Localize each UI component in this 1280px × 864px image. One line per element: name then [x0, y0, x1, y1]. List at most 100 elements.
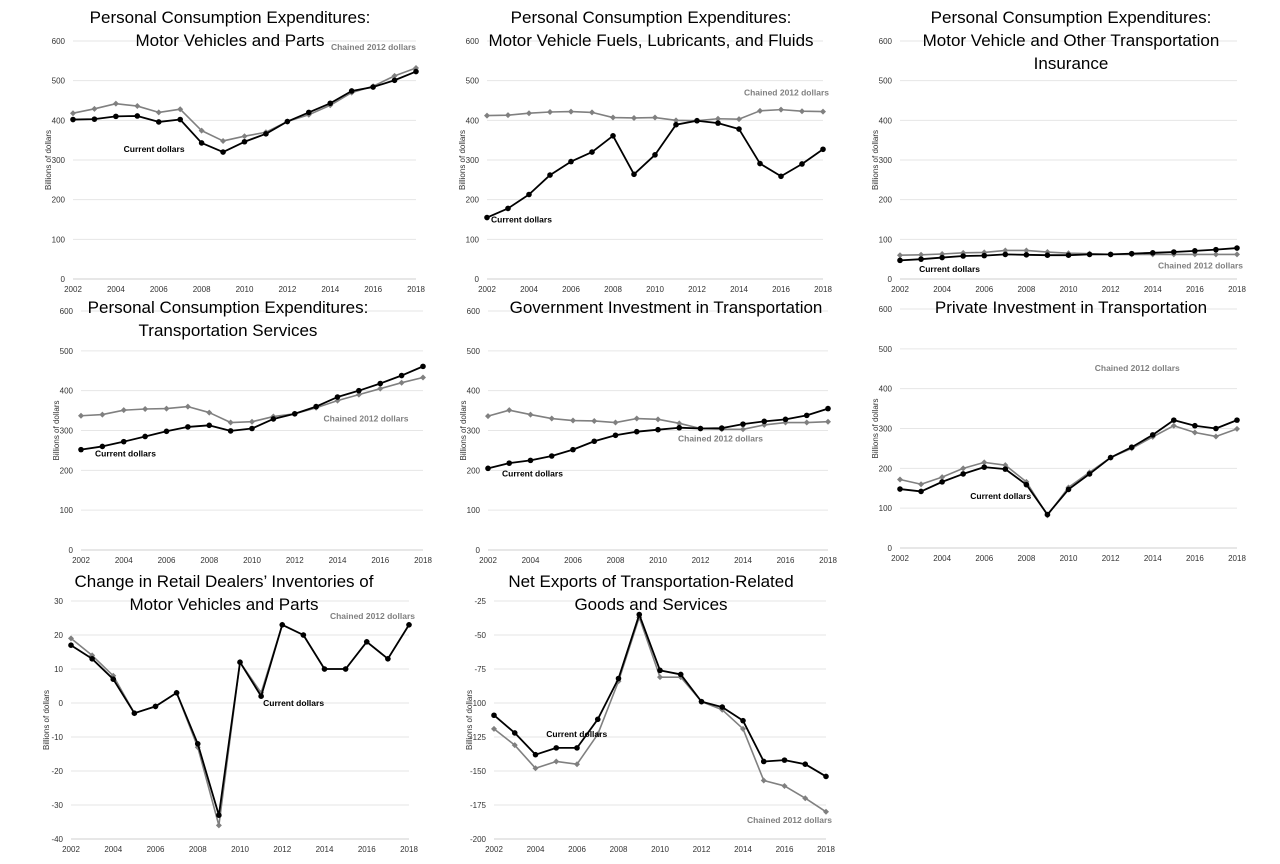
data-point-chained [78, 412, 84, 419]
y-tick-label: 0 [476, 546, 481, 555]
series-line-current [70, 623, 410, 817]
y-tick-label: 0 [888, 275, 893, 284]
data-point-current [548, 453, 555, 459]
chart-svg: 0 100 200 300 400 500 600 2002 2004 2006 2008 2010 2… [871, 305, 1246, 563]
y-tick-label: 500 [879, 345, 893, 354]
x-tick-label: 2014 [730, 285, 748, 294]
data-point-current [1107, 251, 1114, 258]
data-point-chained [491, 725, 497, 732]
y-tick-label: -175 [470, 801, 487, 810]
data-point-current [131, 710, 138, 716]
x-tick-label: 2012 [273, 845, 291, 854]
x-tick-label: 2004 [104, 845, 122, 854]
y-tick-label: 30 [54, 597, 63, 606]
series-label-current: Current dollars [546, 729, 607, 739]
data-point-chained [548, 415, 555, 422]
data-point-current [823, 773, 829, 780]
data-point-chained [825, 418, 831, 425]
data-point-current [761, 418, 768, 425]
data-point-chained [420, 374, 426, 381]
y-tick-label: 500 [879, 77, 893, 86]
chart-title-line: Personal Consumption Expenditures: [930, 8, 1212, 27]
chart-title-line: Motor Vehicle and Other Transportation [922, 31, 1220, 50]
x-tick-label: 2008 [189, 845, 207, 854]
data-point-current [313, 403, 319, 410]
x-tick-label: 2008 [1017, 554, 1035, 563]
series-line-current [899, 419, 1238, 516]
data-point-current [173, 690, 180, 696]
data-point-current [370, 84, 376, 90]
chart-panel-net-exports: -200 -175 -150 -125 -100 -75 -50 -25 2002 2004 200… [441, 564, 861, 854]
series-label-current: Current dollars [124, 144, 185, 154]
chart-title-line: Government Investment in Transportation [509, 298, 823, 317]
data-point-chained [89, 652, 96, 659]
data-point-current [1023, 252, 1030, 258]
chart-title-line: Net Exports of Transportation-Related [508, 572, 794, 591]
y-tick-label: 100 [467, 506, 481, 515]
chart-title: Government Investment in Transportation [456, 296, 876, 319]
data-point-current [1234, 417, 1240, 423]
series-line-chained [899, 424, 1238, 517]
data-point-chained [206, 409, 213, 416]
series-line-chained [70, 623, 410, 827]
y-tick-label: 100 [52, 235, 66, 244]
data-point-current [740, 717, 746, 724]
y-tick-label: 10 [54, 665, 63, 674]
data-point-chained [177, 106, 184, 113]
chart-title: Private Investment in Transportation [861, 296, 1280, 319]
data-point-chained [391, 72, 398, 79]
data-point-current [68, 642, 74, 648]
x-tick-label: 2006 [568, 845, 586, 854]
data-point-current [99, 443, 106, 450]
data-point-chained [532, 765, 539, 772]
chart-title-line: Change in Retail Dealers’ Inventories of [74, 572, 374, 591]
chart-title-line: Personal Consumption Expenditures: [89, 8, 371, 27]
data-point-current [677, 671, 684, 678]
data-point-current [385, 656, 391, 662]
series-label-chained: Chained 2012 dollars [1158, 260, 1243, 270]
data-point-current [1086, 471, 1093, 477]
chart-svg: 0 100 200 300 400 500 600 2002 2004 2006 2008 2010 2… [459, 307, 837, 565]
data-point-chained [568, 108, 574, 115]
y-axis-label: Billions of dollars [458, 130, 467, 190]
y-axis-label: Billions of dollars [44, 130, 53, 190]
data-point-current [760, 758, 767, 765]
data-point-chained [740, 725, 746, 732]
chart-title-line: Personal Consumption Expenditures: [510, 8, 792, 27]
data-point-chained [939, 251, 946, 258]
y-axis-label: Billions of dollars [52, 400, 61, 460]
x-tick-label: 2004 [933, 285, 951, 294]
data-point-current [1044, 511, 1051, 518]
data-point-current [636, 611, 643, 618]
data-point-current [356, 387, 362, 394]
series-label-chained: Chained 2012 dollars [744, 88, 829, 98]
x-tick-label: 2016 [772, 285, 790, 294]
y-tick-label: 200 [467, 466, 481, 475]
data-point-current [506, 460, 513, 466]
x-tick-label: 2016 [776, 845, 794, 854]
data-point-current [1086, 251, 1093, 258]
x-tick-label: 2002 [72, 556, 90, 565]
data-point-current [1128, 250, 1135, 257]
y-tick-label: 400 [466, 116, 480, 125]
y-tick-label: 500 [466, 77, 480, 86]
data-point-chained [591, 417, 598, 424]
data-point-chained [527, 411, 534, 418]
data-point-chained [526, 110, 532, 117]
y-tick-label: 0 [888, 544, 893, 553]
y-axis-label: Billions of dollars [871, 398, 880, 458]
x-tick-label: 2014 [329, 556, 347, 565]
chart-title: Change in Retail Dealers’ Inventories of… [14, 570, 434, 616]
data-point-chained [655, 416, 661, 423]
data-point-current [152, 703, 159, 710]
data-point-chained [112, 100, 119, 107]
x-tick-label: 2002 [479, 556, 497, 565]
x-tick-label: 2010 [649, 556, 667, 565]
series-label-chained: Chained 2012 dollars [1095, 363, 1180, 373]
data-point-current [321, 666, 328, 672]
data-point-current [300, 632, 307, 638]
x-tick-label: 2006 [975, 554, 993, 563]
data-point-current [610, 133, 616, 139]
y-tick-label: 200 [879, 464, 893, 473]
data-point-chained [1170, 422, 1177, 429]
